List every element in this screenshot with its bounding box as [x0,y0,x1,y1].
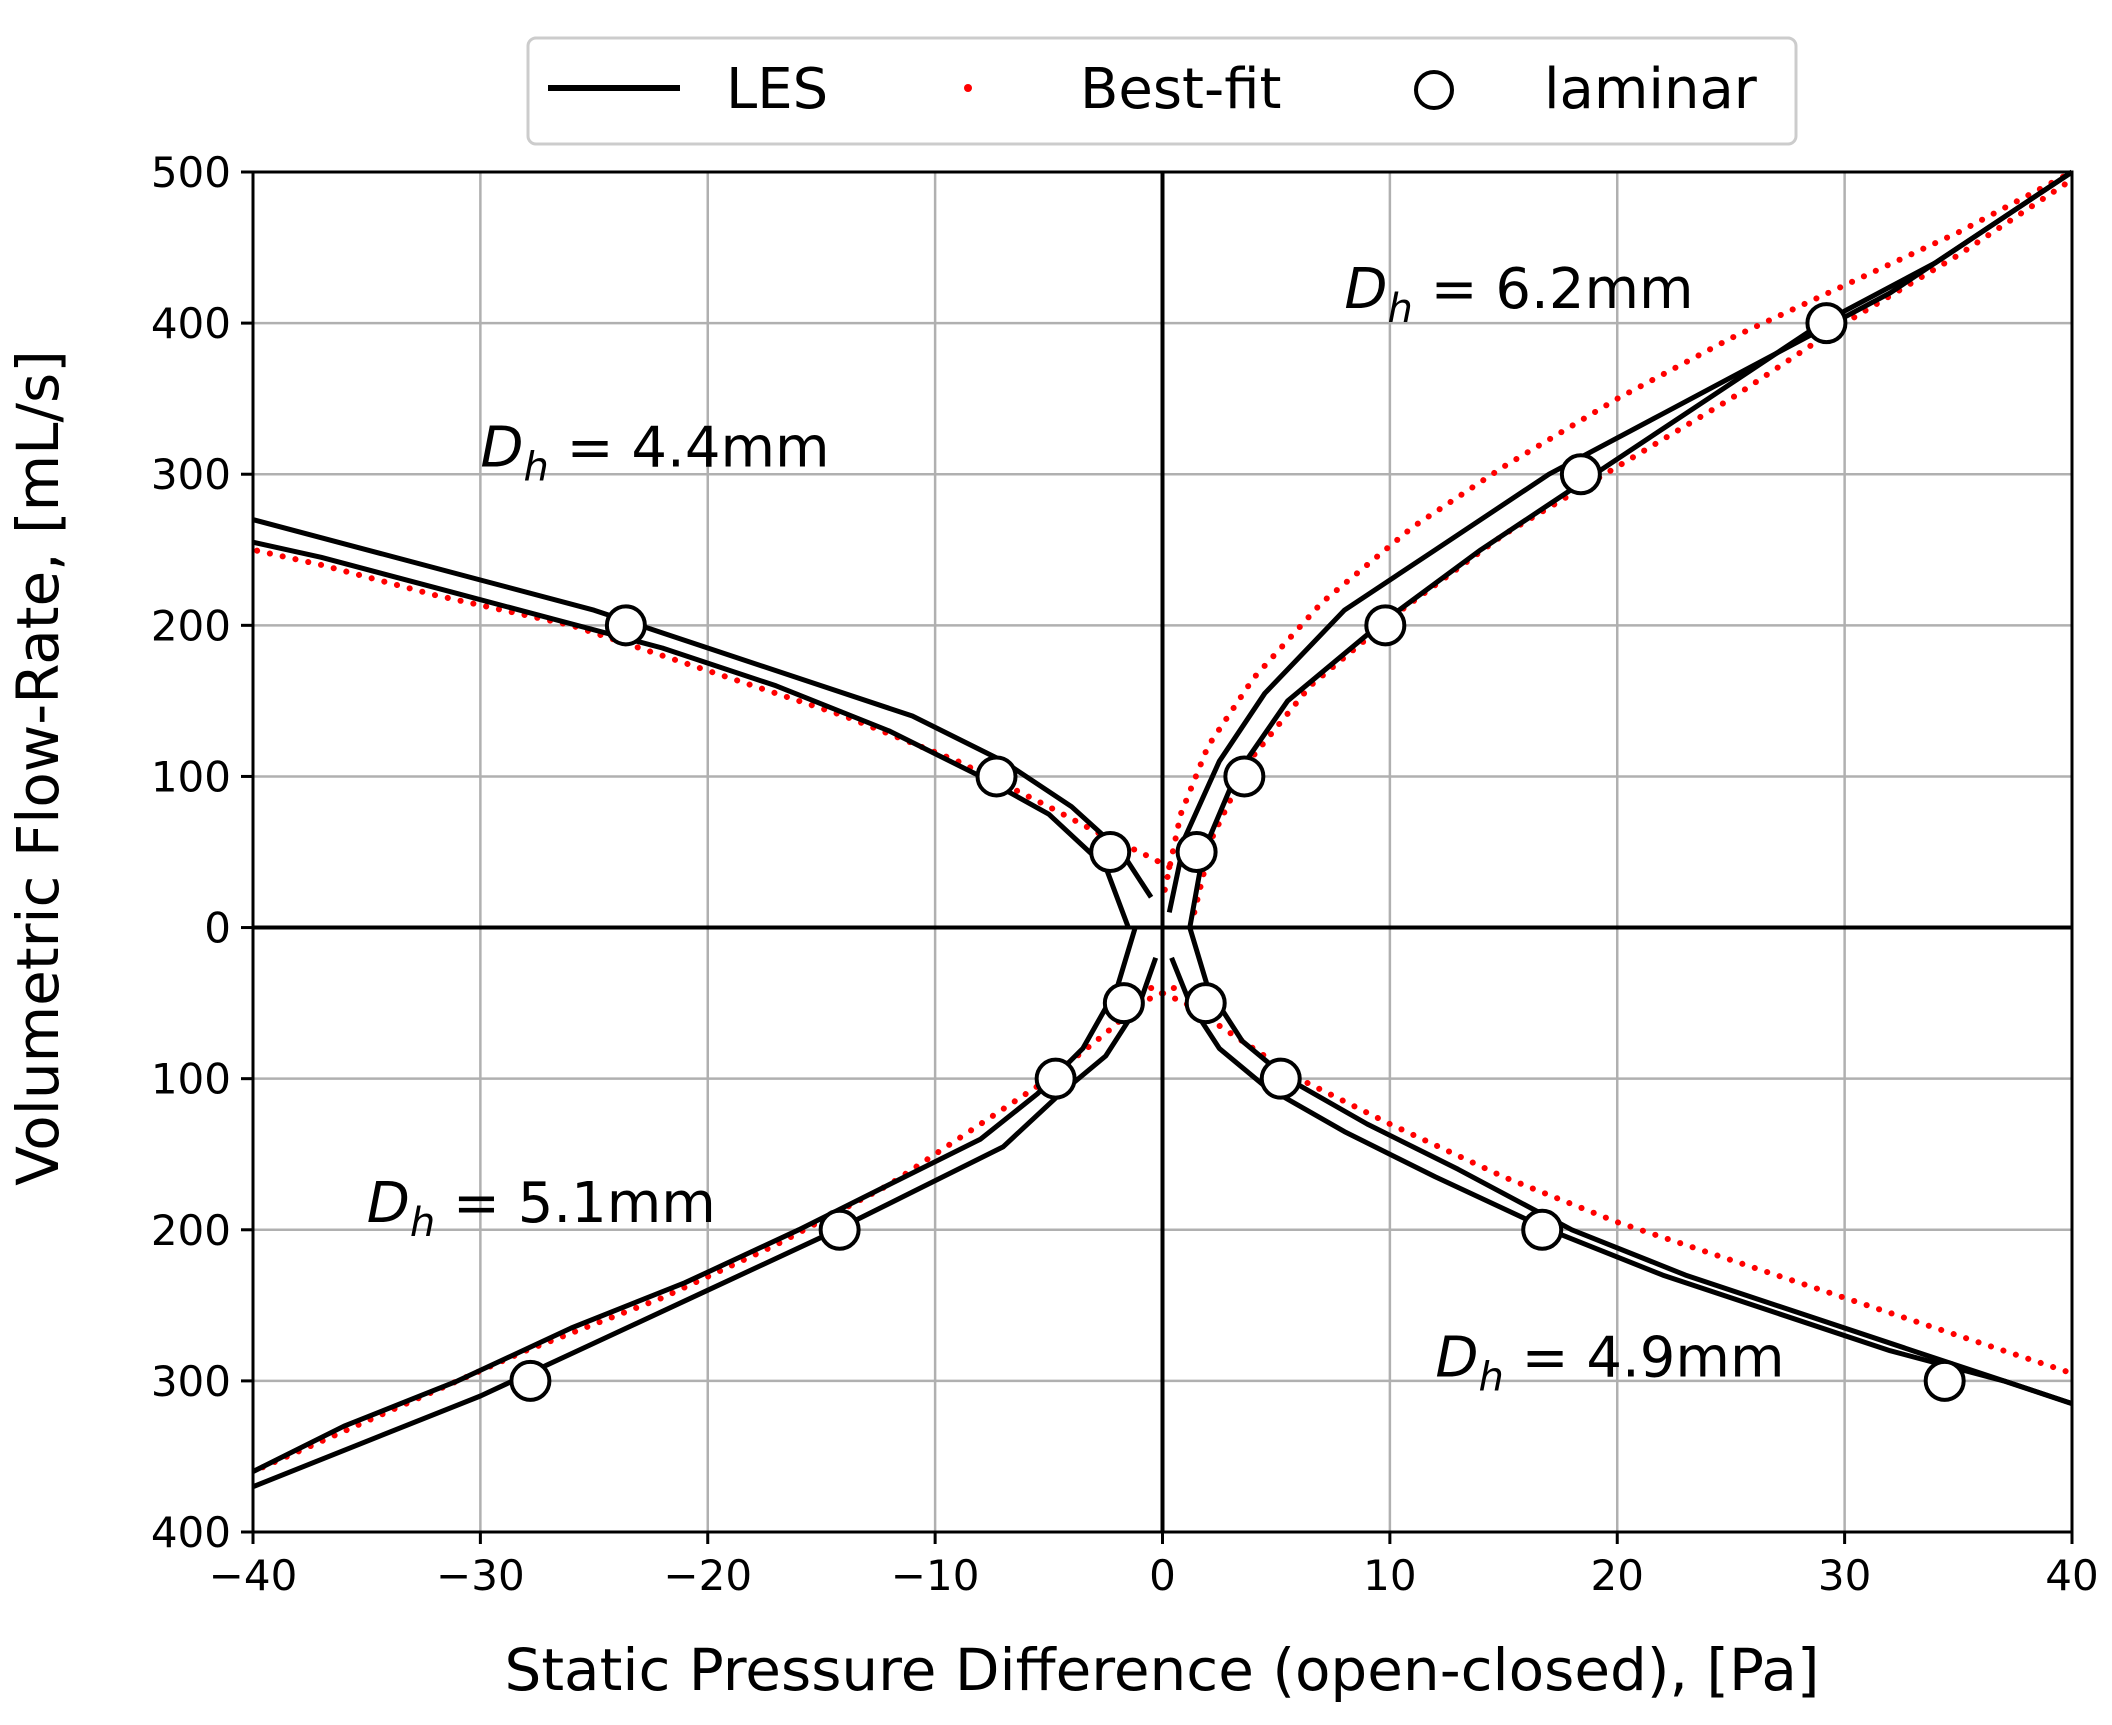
x-tick-label: 30 [1818,1551,1871,1600]
curve-group [1148,926,2075,1406]
laminar-point [1089,831,1132,873]
legend-best-fit-label: Best-fit [1080,57,1281,122]
laminar-point [509,1359,552,1402]
x-tick-label: 40 [2045,1551,2098,1600]
x-tick-label: 10 [1363,1551,1416,1600]
x-tick-label: −10 [891,1551,980,1600]
y-tick-label: 0 [204,904,231,953]
dh-annotation: Dh = 4.4mm [480,416,829,491]
legend-best-fit-swatch [964,84,972,92]
x-tick-label: 20 [1591,1551,1644,1600]
y-tick-label: 400 [151,299,231,348]
laminar-point [1364,604,1407,647]
y-tick-label: 500 [151,148,231,197]
legend-les-label: LES [726,57,828,122]
best-fit-series [1148,985,2075,1377]
laminar-point [818,1208,861,1251]
laminar-point [1923,1359,1966,1402]
les-series [252,956,1159,1490]
laminar-point [1521,1208,1564,1251]
curve-group [250,517,1173,929]
laminar-point [1175,831,1218,873]
les-series [1169,956,2073,1406]
best-fit-series [250,546,1173,871]
laminar-point [1805,302,1848,345]
les-series [1166,169,2074,913]
laminar-point [1259,1057,1302,1100]
axes [251,170,2074,1534]
y-tick-label: 200 [151,601,231,650]
y-tick-label: 300 [151,1357,231,1406]
curve-group [250,926,1177,1490]
y-axis-label: Volumetric Flow-Rate, [mL/s] [4,350,72,1186]
y-tick-label: 100 [151,752,231,801]
les-series [252,517,1154,899]
les-series [1187,926,2073,1406]
ticks: −40 −30 −20 −10 0 10 20 30 40 500 400 300 200 100 0 100… [151,148,2099,1600]
y-tick-label: 300 [151,450,231,499]
x-tick-label: 0 [1149,1551,1176,1600]
les-series [251,926,1138,1474]
curves [250,169,2075,1490]
dh-annotation: Dh = 5.1mm [367,1171,716,1246]
y-tick-label: 200 [151,1206,231,1255]
legend-laminar-label: laminar [1544,57,1758,122]
les-series [252,539,1131,929]
laminar-point [975,755,1018,798]
y-tick-label: 100 [151,1055,231,1104]
laminar-point [1184,982,1227,1025]
legend: LES Best-fit laminar [526,36,1798,146]
laminar-point [1102,982,1145,1025]
curve-group [1161,169,2075,929]
best-fit-series [1161,169,2075,893]
legend-box [526,36,1798,146]
laminar-point [604,604,647,647]
x-axis-label: Static Pressure Difference (open-closed)… [505,1636,1820,1704]
y-tick-label: 400 [151,1508,231,1557]
legend-laminar-swatch [1414,70,1454,110]
laminar-point [1223,755,1266,798]
dh-annotation: Dh = 6.2mm [1344,257,1693,332]
dh-annotation: Dh = 4.9mm [1435,1325,1784,1400]
x-tick-label: −20 [663,1551,752,1600]
laminar-point [1034,1057,1077,1100]
x-tick-label: −40 [209,1551,298,1600]
annotations: Dh = 6.2mm Dh = 4.4mm Dh = 5.1mm Dh = 4.9mm [367,257,1785,1400]
x-tick-label: −30 [436,1551,525,1600]
laminar-point [1559,453,1602,496]
